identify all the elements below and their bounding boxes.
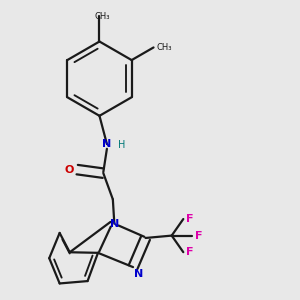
Text: F: F	[195, 231, 202, 241]
Text: CH₃: CH₃	[157, 43, 172, 52]
Text: CH₃: CH₃	[95, 12, 110, 21]
Text: F: F	[186, 214, 194, 224]
Text: N: N	[110, 219, 119, 229]
Text: O: O	[64, 165, 74, 175]
Text: F: F	[186, 247, 194, 257]
Text: N: N	[102, 139, 112, 149]
Text: H: H	[118, 140, 126, 150]
Text: N: N	[134, 269, 143, 280]
